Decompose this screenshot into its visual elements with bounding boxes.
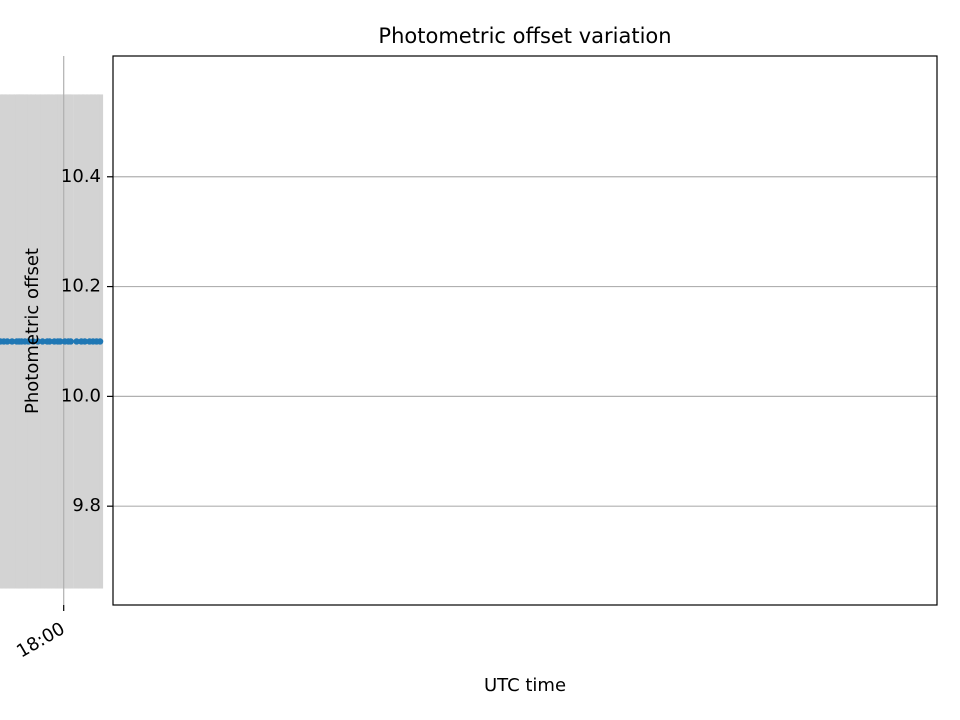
y-tick-label: 9.8 [72,495,101,516]
plot-frame [112,55,938,606]
data-point [34,338,42,345]
points-layer [0,338,104,345]
data-point [13,338,20,345]
y-tick-label: 10.0 [61,385,101,406]
data-point [44,338,51,345]
data-point [78,338,85,345]
data-point [73,338,80,345]
data-point [39,338,46,345]
data-point [86,338,93,345]
data-point [61,338,69,345]
y-tick-label: 10.4 [61,166,101,187]
data-point [29,338,37,345]
x-axis-title: UTC time [484,675,566,696]
y-axis-title: Photometric offset [22,248,43,414]
data-point [8,338,16,345]
y-tick-label: 10.2 [61,276,101,297]
chart-title: Photometric offset variation [378,24,671,48]
grid-layer [63,56,937,605]
data-point [51,338,58,345]
data-point [0,338,4,345]
